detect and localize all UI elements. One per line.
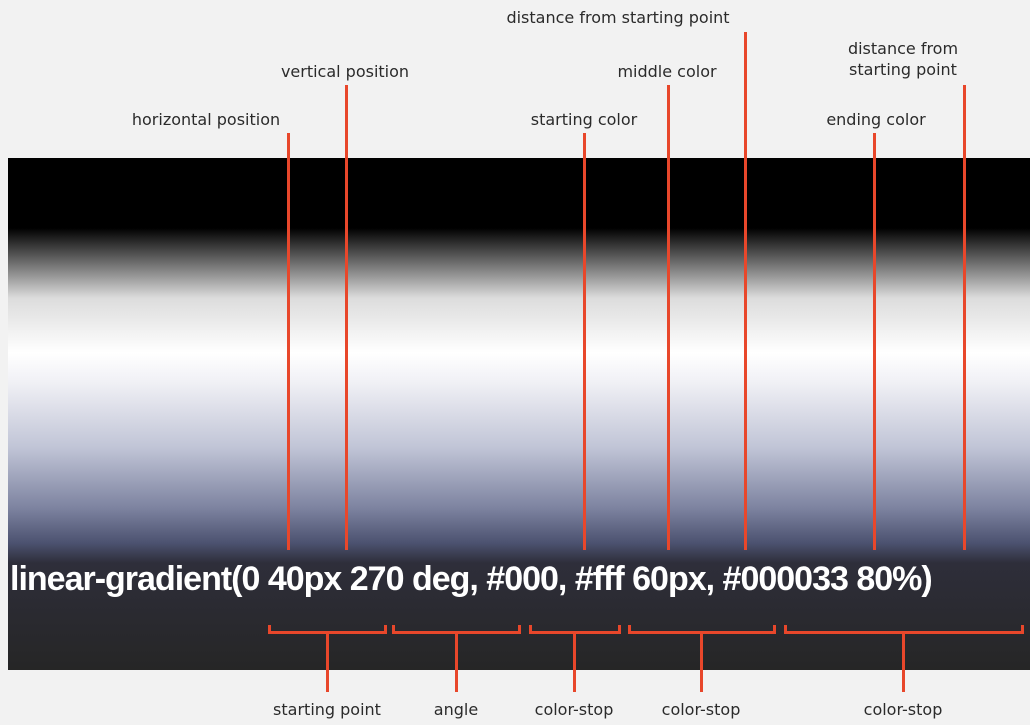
label-horizontal-position: horizontal position: [131, 110, 281, 129]
stem-angle: [455, 632, 458, 692]
label-starting-color: starting color: [530, 110, 638, 129]
label-distance-end-line1: distance from: [847, 39, 959, 58]
gradient-panel: [8, 158, 1030, 670]
pointer-line-distance-end: [963, 85, 966, 550]
pointer-line-horizontal-position: [287, 133, 290, 550]
gradient-code: linear-gradient(0 40px 270 deg, #000, #f…: [10, 560, 933, 598]
label-color-stop-1: color-stop: [534, 700, 614, 719]
label-ending-color: ending color: [826, 110, 926, 129]
pointer-line-vertical-position: [345, 85, 348, 550]
label-vertical-position: vertical position: [280, 62, 410, 81]
label-color-stop-2: color-stop: [661, 700, 741, 719]
label-angle: angle: [433, 700, 479, 719]
stem-color-stop-1: [573, 632, 576, 692]
pointer-line-starting-color: [583, 133, 586, 550]
label-middle-color: middle color: [617, 62, 717, 81]
label-color-stop-3: color-stop: [863, 700, 943, 719]
pointer-line-middle-color: [667, 85, 670, 550]
label-distance-end: distance from starting point: [848, 38, 958, 80]
label-distance-middle: distance from starting point: [506, 8, 730, 27]
label-starting-point: starting point: [273, 700, 381, 719]
pointer-line-distance-middle: [744, 32, 747, 550]
stem-color-stop-2: [700, 632, 703, 692]
stem-starting-point: [326, 632, 329, 692]
label-distance-end-line2: starting point: [849, 60, 957, 79]
pointer-line-ending-color: [873, 133, 876, 550]
stem-color-stop-3: [902, 632, 905, 692]
